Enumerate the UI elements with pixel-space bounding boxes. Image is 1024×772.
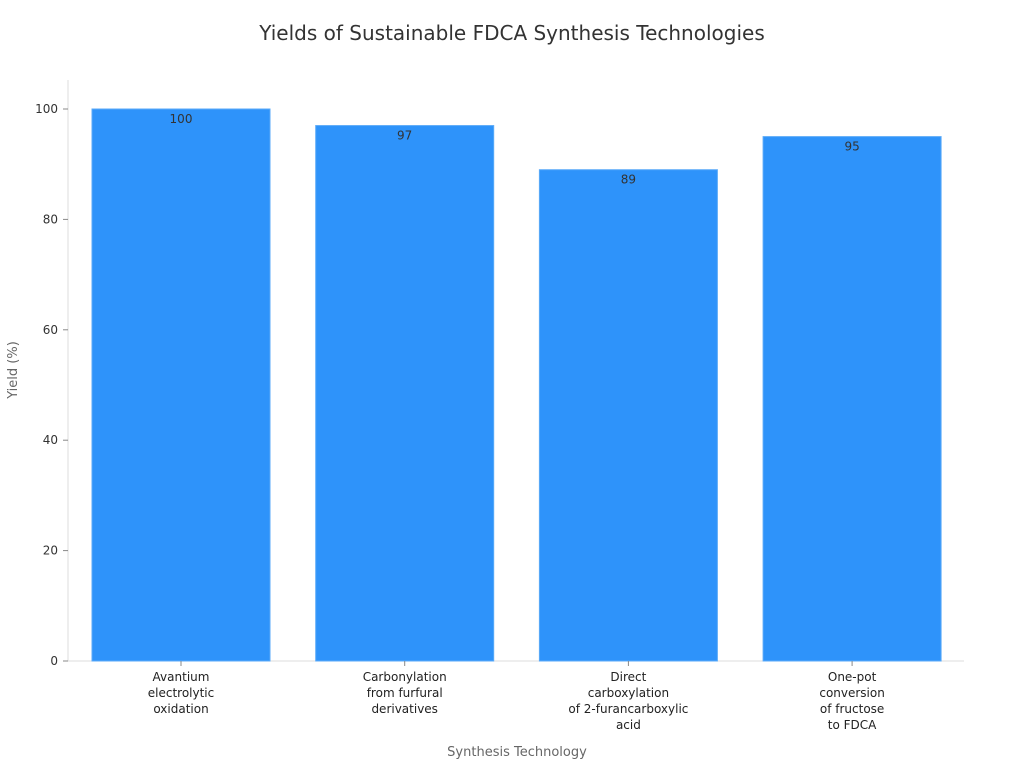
x-tick-label: One-pot conversion of fructose to FDCA — [819, 670, 885, 732]
data-label: 100 — [170, 112, 193, 126]
y-tick-label: 100 — [35, 102, 58, 116]
chart-title: Yields of Sustainable FDCA Synthesis Tec… — [258, 21, 765, 45]
x-axis-label: Synthesis Technology — [447, 745, 587, 760]
y-tick-label: 40 — [43, 433, 58, 447]
bar — [91, 108, 271, 662]
y-tick-label: 80 — [43, 212, 58, 226]
y-tick-label: 60 — [43, 323, 58, 337]
x-tick-label: Direct carboxylation of 2-furancarboxylic a… — [568, 670, 688, 732]
data-label: 97 — [397, 129, 412, 143]
y-tick-label: 20 — [43, 544, 58, 558]
y-axis-label: Yield (%) — [6, 341, 21, 400]
data-label: 95 — [844, 140, 859, 154]
bar — [538, 169, 718, 662]
bar — [762, 136, 942, 662]
y-tick-label: 0 — [50, 654, 58, 668]
x-tick-label: Avantium electrolytic oxidation — [148, 670, 215, 716]
bar — [315, 125, 495, 662]
x-tick-label: Carbonylation from furfural derivatives — [363, 670, 447, 716]
data-label: 89 — [621, 173, 636, 187]
